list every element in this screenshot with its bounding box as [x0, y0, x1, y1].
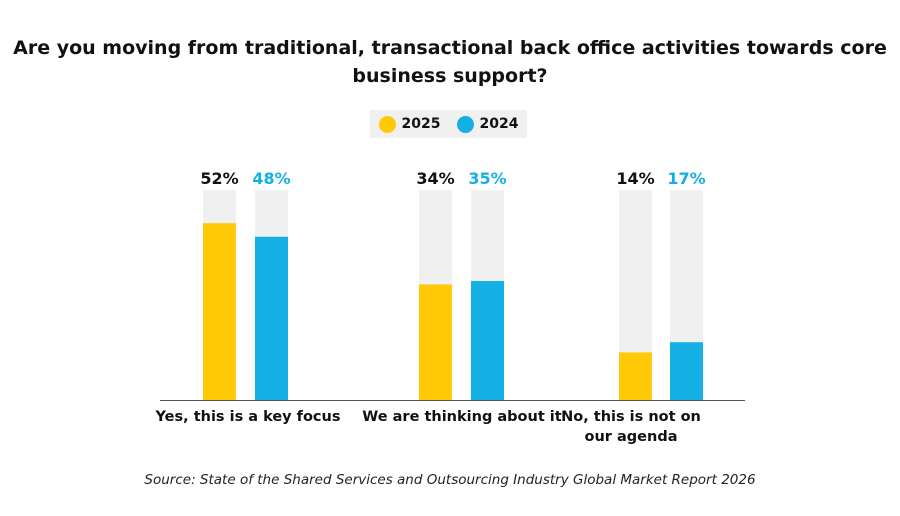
data-label-2025-1: 34%: [416, 169, 454, 188]
legend-swatch-2025: [378, 115, 396, 133]
data-label-2025-2: 14%: [616, 169, 654, 188]
data-label-2024-1: 35%: [468, 169, 506, 188]
data-label-2024-2: 17%: [667, 169, 705, 188]
bar-2025-0: [203, 223, 236, 400]
category-label-1: We are thinking about it: [362, 409, 562, 425]
legend-label-2025: 2025: [401, 116, 441, 132]
title-text: Are you moving from traditional, transac…: [13, 37, 887, 87]
source-note: Source: State of the Shared Services and…: [144, 472, 756, 488]
legend-label-2024: 2024: [479, 116, 519, 132]
category-label-2: No, this is not on our agenda: [561, 409, 701, 445]
legend-item-2024: 2024: [456, 115, 519, 133]
legend-swatch-2024: [456, 115, 474, 133]
bar-2024-1: [471, 281, 504, 400]
chart-title: Are you moving from traditional, transac…: [0, 34, 900, 90]
bar-2025-1: [419, 284, 452, 400]
bar-2024-2: [670, 342, 703, 400]
category-label-0: Yes, this is a key focus: [155, 409, 341, 425]
legend-item-2025: 2025: [378, 115, 441, 133]
legend: 2025 2024: [370, 110, 527, 138]
bar-2025-2: [619, 352, 652, 400]
data-label-2024-0: 48%: [252, 169, 290, 188]
data-label-2025-0: 52%: [200, 169, 238, 188]
bar-2024-0: [255, 236, 288, 400]
